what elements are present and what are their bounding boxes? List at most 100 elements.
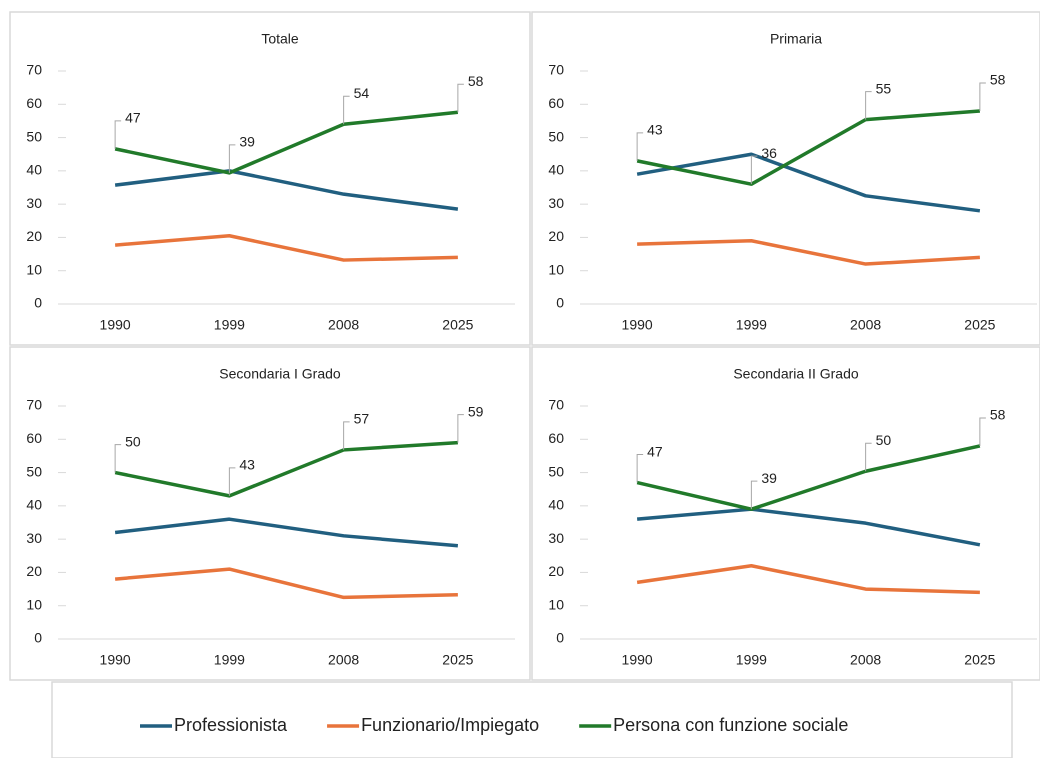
y-tick-label: 20: [26, 228, 42, 244]
legend-label: Persona con funzione sociale: [613, 715, 848, 735]
y-tick-label: 10: [548, 596, 564, 612]
y-tick-label: 70: [26, 62, 42, 78]
series-line: [636, 564, 980, 595]
leader-line: [114, 444, 122, 473]
y-tick-label: 0: [34, 295, 42, 311]
series-line: [114, 169, 459, 211]
y-tick-label: 50: [548, 128, 564, 144]
legend-label: Professionista: [174, 715, 288, 735]
y-tick-label: 20: [548, 228, 564, 244]
data-label: 36: [761, 145, 777, 161]
leader-line: [343, 95, 350, 125]
y-tick-label: 0: [556, 295, 564, 311]
x-tick-label: 1999: [736, 317, 767, 333]
leader-line: [636, 132, 644, 161]
data-label: 47: [125, 110, 141, 126]
data-label: 50: [876, 432, 892, 448]
series-line: [636, 152, 981, 213]
leader-line: [228, 144, 236, 173]
y-tick-label: 60: [26, 430, 42, 446]
leader-line: [865, 442, 872, 472]
x-tick-label: 2025: [442, 317, 473, 333]
data-label: 58: [990, 72, 1006, 88]
data-label: 57: [354, 411, 370, 427]
data-label: 39: [239, 134, 255, 150]
leader-line: [979, 417, 986, 446]
y-tick-label: 0: [34, 630, 42, 646]
x-tick-label: 1999: [214, 652, 245, 668]
y-tick-label: 30: [548, 530, 564, 546]
series-line: [114, 440, 458, 498]
leader-line: [750, 155, 758, 185]
y-tick-label: 20: [548, 563, 564, 579]
y-tick-label: 30: [26, 530, 42, 546]
series-line: [636, 444, 981, 511]
y-tick-label: 40: [26, 497, 42, 513]
chart-title: Primaria: [770, 31, 822, 47]
y-tick-label: 10: [26, 596, 42, 612]
y-tick-label: 30: [548, 195, 564, 211]
leader-line: [979, 82, 986, 111]
y-tick-label: 20: [26, 563, 42, 579]
y-tick-label: 70: [26, 397, 42, 413]
y-tick-label: 50: [26, 128, 42, 144]
x-tick-label: 2008: [850, 652, 881, 668]
y-tick-label: 60: [26, 95, 42, 111]
y-tick-label: 50: [548, 463, 564, 479]
panel: [9, 346, 531, 681]
y-tick-label: 10: [26, 261, 42, 277]
data-label: 59: [468, 403, 484, 419]
x-tick-label: 1990: [100, 317, 131, 333]
leader-line: [114, 120, 122, 149]
leader-line: [228, 467, 236, 496]
leader-line: [457, 83, 464, 113]
x-tick-label: 1990: [622, 652, 653, 668]
x-tick-label: 2025: [964, 652, 995, 668]
x-tick-label: 2008: [328, 652, 359, 668]
y-tick-label: 40: [26, 162, 42, 178]
y-tick-label: 10: [548, 261, 564, 277]
data-label: 43: [239, 457, 255, 473]
data-label: 47: [647, 443, 663, 459]
y-tick-label: 0: [556, 630, 564, 646]
series-line: [636, 507, 981, 547]
series-line: [114, 234, 458, 262]
y-tick-label: 60: [548, 95, 564, 111]
x-tick-label: 1999: [214, 317, 245, 333]
series-line: [114, 110, 459, 175]
y-tick-label: 70: [548, 397, 564, 413]
y-tick-label: 30: [26, 195, 42, 211]
x-tick-label: 2008: [328, 317, 359, 333]
x-tick-label: 2008: [850, 317, 881, 333]
leader-line: [343, 421, 350, 450]
legend-box: [51, 681, 1013, 759]
x-tick-label: 2025: [964, 317, 995, 333]
y-tick-label: 70: [548, 62, 564, 78]
data-label: 39: [761, 470, 777, 486]
x-tick-label: 1990: [622, 317, 653, 333]
chart-title: Secondaria II Grado: [733, 366, 859, 382]
y-tick-label: 40: [548, 497, 564, 513]
data-label: 50: [125, 433, 141, 449]
series-line: [636, 109, 981, 186]
leader-line: [750, 480, 758, 510]
data-label: 43: [647, 122, 663, 138]
data-label: 58: [990, 407, 1006, 423]
leader-line: [636, 454, 644, 483]
x-tick-label: 1999: [736, 652, 767, 668]
chart-title: Secondaria I Grado: [219, 366, 341, 382]
data-label: 58: [468, 73, 484, 89]
data-label: 55: [876, 80, 892, 96]
x-tick-label: 1990: [100, 652, 131, 668]
series-line: [114, 517, 459, 548]
y-tick-label: 60: [548, 430, 564, 446]
data-label: 54: [354, 85, 370, 101]
leader-line: [457, 414, 464, 443]
panel: [531, 11, 1040, 346]
chart-title: Totale: [261, 31, 299, 47]
series-line: [114, 567, 458, 600]
leader-line: [865, 91, 872, 120]
y-tick-label: 40: [548, 162, 564, 178]
series-line: [637, 239, 980, 266]
